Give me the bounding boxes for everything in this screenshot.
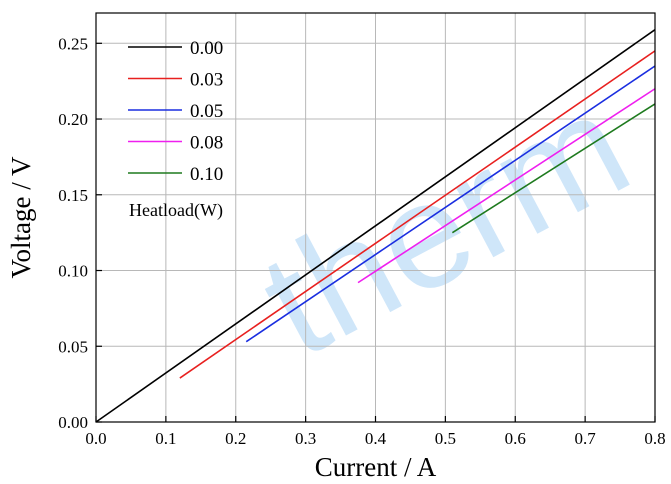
- series-line-0.10: [451, 103, 656, 234]
- x-tick-label: 0.6: [505, 429, 526, 448]
- x-tick-label: 0.5: [435, 429, 456, 448]
- y-tick-label: 0.00: [58, 413, 88, 432]
- x-tick-label: 0.2: [225, 429, 246, 448]
- y-tick-label: 0.10: [58, 262, 88, 281]
- x-tick-label: 0.7: [575, 429, 597, 448]
- series-layer: [95, 29, 656, 423]
- y-tick-labels: 0.00 0.05 0.10 0.15 0.20 0.25: [58, 34, 88, 432]
- legend-label: 0.03: [190, 70, 223, 91]
- legend: 0.00 0.03 0.05 0.08 0.10: [128, 38, 223, 185]
- y-axis-title: Voltage / V: [6, 156, 36, 279]
- series-line-0.08: [357, 88, 656, 284]
- ticks: [95, 42, 656, 423]
- x-axis-title: Current / A: [315, 452, 437, 482]
- x-tick-label: 0.1: [155, 429, 176, 448]
- x-tick-labels: 0.0 0.1 0.2 0.3 0.4 0.5 0.6 0.7 0.8: [85, 429, 665, 448]
- series-line-0.05: [245, 65, 656, 343]
- x-tick-label: 0.3: [295, 429, 316, 448]
- series-line-0.00: [95, 29, 656, 423]
- x-tick-label: 0.8: [644, 429, 665, 448]
- legend-label: 0.00: [190, 38, 223, 59]
- x-tick-label: 0.0: [85, 429, 106, 448]
- y-tick-label: 0.25: [58, 34, 88, 53]
- y-tick-label: 0.15: [58, 186, 88, 205]
- x-tick-label: 0.4: [365, 429, 387, 448]
- y-tick-label: 0.05: [58, 337, 88, 356]
- grid: [96, 13, 655, 422]
- legend-label: 0.08: [190, 133, 223, 154]
- series-line-0.03: [179, 50, 656, 379]
- legend-label: 0.05: [190, 101, 223, 122]
- y-tick-label: 0.20: [58, 110, 88, 129]
- legend-title: Heatload(W): [129, 200, 223, 221]
- legend-label: 0.10: [190, 164, 223, 185]
